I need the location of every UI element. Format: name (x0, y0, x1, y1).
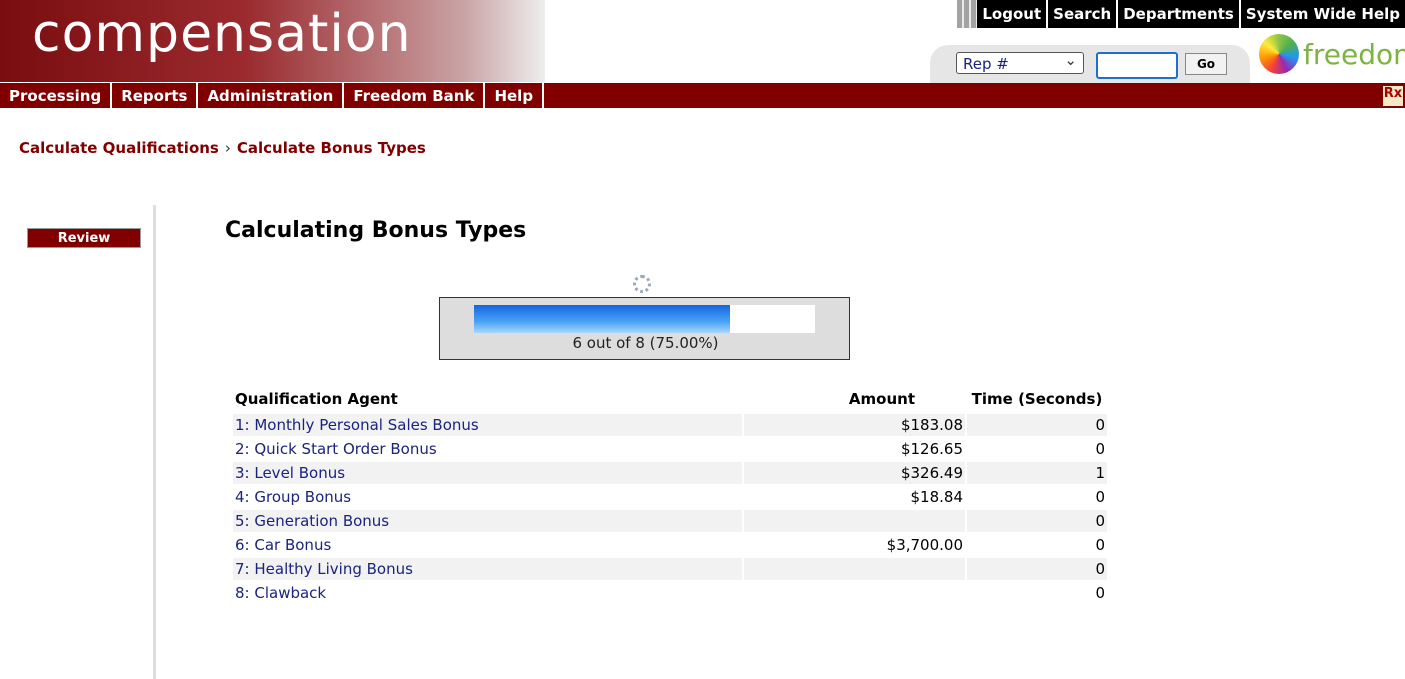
agent-name[interactable]: 7: Healthy Living Bonus (233, 558, 742, 580)
amount: $126.65 (900, 440, 963, 458)
table-row: 1: Monthly Personal Sales Bonus $183.08 0 (233, 414, 1107, 436)
table-row: 6: Car Bonus $3,700.00 0 (233, 534, 1107, 556)
agent-name[interactable]: 6: Car Bonus (235, 536, 332, 554)
table-row: 5: Generation Bonus 0 (233, 510, 1107, 532)
nav-item[interactable]: Processing (0, 83, 113, 108)
table-row: 8: Clawback 0 (233, 582, 1107, 604)
amount: $326.49 (744, 462, 965, 484)
amount: $3,700.00 (886, 536, 963, 554)
time: 1 (967, 462, 1107, 484)
time: 0 (1095, 536, 1105, 554)
column-header: Amount (848, 390, 915, 408)
progress-box: 6 out of 8 (75.00%) (439, 297, 850, 360)
table-row: 4: Group Bonus $18.84 0 (233, 486, 1107, 508)
brand-text: freedom (1303, 38, 1405, 71)
breadcrumb-separator: › (224, 139, 231, 157)
amount (744, 582, 965, 604)
table-body: 1: Monthly Personal Sales Bonus $183.08 0 2… (233, 414, 1107, 604)
amount: $183.08 (744, 414, 965, 436)
top-link[interactable]: Departments (1118, 0, 1239, 28)
breadcrumb-link[interactable]: Calculate Qualifications (19, 139, 219, 157)
logo-banner: compensation (0, 0, 545, 82)
amount: $18.84 (910, 488, 964, 506)
nav-item[interactable]: Administration (198, 83, 345, 108)
agent-name[interactable]: 1: Monthly Personal Sales Bonus (233, 414, 742, 436)
time: 0 (967, 510, 1107, 532)
progress-track (474, 305, 815, 333)
agent-name[interactable]: 4: Group Bonus (235, 488, 352, 506)
logo-text: compensation (32, 4, 412, 64)
nav-item[interactable]: Reports (112, 83, 199, 108)
header-row: Qualification Agent Amount Time (Seconds) (233, 387, 1107, 412)
nav-item[interactable]: Help (485, 83, 545, 108)
table-row: 3: Level Bonus $326.49 1 (233, 462, 1107, 484)
progress-fill (474, 305, 730, 333)
rx-icon[interactable]: Rx (1383, 86, 1403, 106)
top-link[interactable]: Logout (977, 0, 1047, 28)
review-button[interactable]: Review (27, 228, 141, 248)
brand-icon (1259, 34, 1299, 74)
table-row: 2: Quick Start Order Bonus $126.65 0 (233, 438, 1107, 460)
time: 0 (967, 414, 1107, 436)
go-button[interactable]: Go (1185, 53, 1227, 75)
agent-name[interactable]: 2: Quick Start Order Bonus (235, 440, 437, 458)
top-link[interactable]: Search (1048, 0, 1117, 28)
table-row: 7: Healthy Living Bonus 0 (233, 558, 1107, 580)
results-table: Qualification Agent Amount Time (Seconds) … (231, 385, 1109, 606)
nav-bar: Processing Reports Administration Freedom B… (0, 83, 1405, 108)
time: 0 (1095, 584, 1105, 602)
divider (153, 205, 156, 679)
breadcrumb: Calculate Qualifications › Calculate Bonus… (19, 139, 426, 157)
top-links: Logout Search Departments System Wide Help (975, 0, 1405, 28)
amount (744, 510, 965, 532)
time: 0 (1095, 440, 1105, 458)
page-title: Calculating Bonus Types (225, 218, 527, 243)
search-select[interactable]: Rep # (956, 49, 1084, 74)
breadcrumb-link[interactable]: Calculate Bonus Types (236, 139, 426, 157)
column-header: Time (Seconds) (971, 390, 1103, 408)
search-input[interactable] (1096, 52, 1178, 79)
top-link[interactable]: System Wide Help (1240, 0, 1405, 28)
amount (744, 558, 965, 580)
time: 0 (967, 558, 1107, 580)
agent-name[interactable]: 3: Level Bonus (233, 462, 742, 484)
progress-label: 6 out of 8 (75.00%) (572, 334, 719, 352)
column-header: Qualification Agent (235, 390, 398, 408)
agent-name[interactable]: 8: Clawback (235, 584, 327, 602)
agent-name[interactable]: 5: Generation Bonus (233, 510, 742, 532)
time: 0 (1095, 488, 1105, 506)
spinner (633, 275, 651, 293)
nav-item[interactable]: Freedom Bank (344, 83, 486, 108)
